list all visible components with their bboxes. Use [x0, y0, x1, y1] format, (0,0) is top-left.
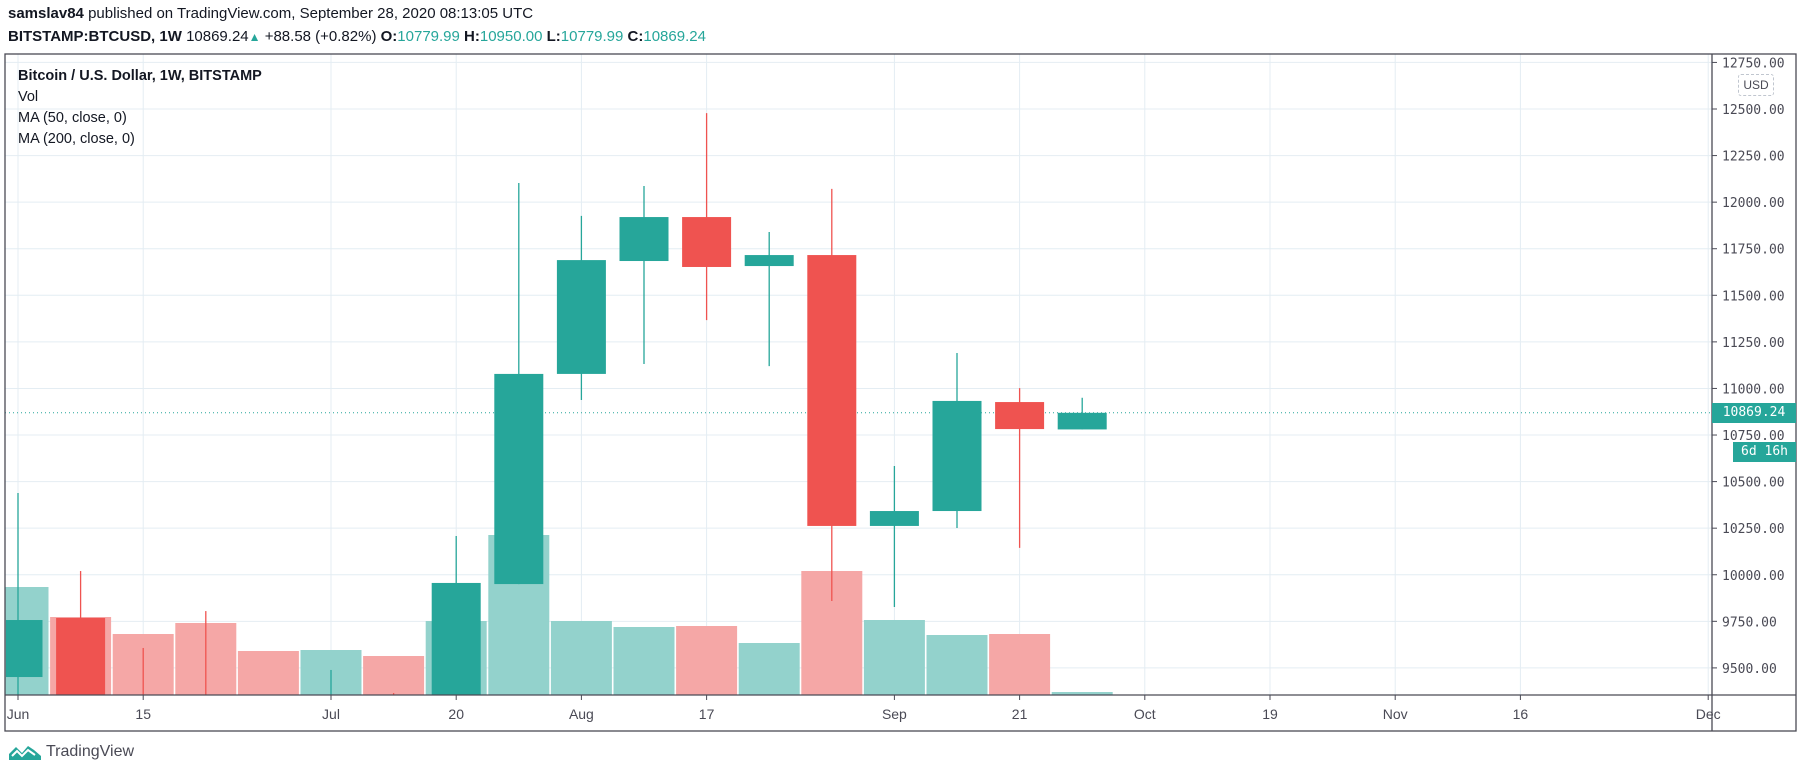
- price-tick-label: 12250.00: [1722, 150, 1785, 165]
- time-tick-label: Oct: [1134, 706, 1156, 722]
- time-tick-label: 15: [135, 706, 151, 722]
- price-tick-label: 12500.00: [1722, 103, 1785, 118]
- bar-countdown: 6d 16h: [1733, 441, 1796, 462]
- tradingview-logo-icon: [9, 746, 41, 760]
- price-tick-label: 10500.00: [1722, 476, 1785, 491]
- price-tick-label: 11000.00: [1722, 382, 1785, 397]
- price-tick-label: 11500.00: [1722, 289, 1785, 304]
- close-label: C:: [627, 28, 644, 45]
- open-value: 10779.99: [397, 28, 460, 45]
- price-tick-label: 10000.00: [1722, 569, 1785, 584]
- volume-bar: [676, 626, 738, 695]
- currency-button[interactable]: USD: [1738, 74, 1774, 96]
- price-tick-label: 11250.00: [1722, 336, 1785, 351]
- volume-bar: [363, 656, 425, 695]
- up-arrow-icon: ▲: [248, 30, 261, 44]
- time-tick-label: 21: [1012, 706, 1028, 722]
- volume-bar: [738, 643, 800, 695]
- high-value: 10950.00: [479, 28, 543, 45]
- publish-info: samslav84 published on TradingView.com, …: [8, 5, 533, 22]
- candle-body: [494, 373, 544, 585]
- symbol-info: BITSTAMP:BTCUSD, 1W 10869.24▲ +88.58 (+0…: [8, 28, 706, 45]
- candle-body: [6, 620, 43, 678]
- tradingview-logo[interactable]: TradingView: [8, 742, 134, 762]
- volume-bar: [1051, 692, 1113, 695]
- time-tick-label: 19: [1262, 706, 1278, 722]
- time-tick-label: 16: [1513, 706, 1529, 722]
- candle-body: [995, 402, 1045, 430]
- chart-frame: [4, 53, 1797, 732]
- candles: [6, 113, 1107, 695]
- time-tick-label: Sep: [882, 706, 907, 722]
- candle-body: [932, 400, 982, 512]
- close-value: 10869.24: [643, 28, 706, 45]
- candle-body: [619, 217, 669, 262]
- symbol-label: BITSTAMP:BTCUSD, 1W: [8, 28, 182, 45]
- volume-bar: [237, 651, 299, 695]
- time-tick-label: Jun: [7, 706, 30, 722]
- volume-bar: [863, 620, 925, 695]
- publish-text: published on TradingView.com, September …: [88, 5, 534, 22]
- candle-body: [556, 260, 606, 374]
- low-label: L:: [546, 28, 561, 45]
- time-tick-label: Dec: [1696, 706, 1721, 722]
- candle-body: [1057, 412, 1107, 430]
- volume-bar: [926, 635, 988, 695]
- last-price: 10869.24: [186, 28, 249, 45]
- candle-body: [807, 255, 857, 526]
- legend-ma50[interactable]: MA (50, close, 0): [18, 110, 127, 126]
- candle-body: [869, 511, 919, 526]
- price-tick-label: 11750.00: [1722, 243, 1785, 258]
- time-tick-label: 17: [699, 706, 715, 722]
- chart-legend: Bitcoin / U.S. Dollar, 1W, BITSTAMP Vol …: [18, 66, 262, 150]
- author-name[interactable]: samslav84: [8, 5, 84, 22]
- candle-body: [56, 617, 106, 695]
- candle-body: [744, 255, 794, 267]
- price-change: +88.58 (+0.82%): [264, 28, 377, 45]
- volume-bar: [613, 627, 675, 695]
- brand-name: TradingView: [46, 743, 135, 760]
- price-tick-label: 10250.00: [1722, 522, 1785, 537]
- time-tick-label: Aug: [569, 706, 594, 722]
- time-tick-label: Nov: [1383, 706, 1408, 722]
- legend-ma200[interactable]: MA (200, close, 0): [18, 131, 135, 147]
- axes: 9500.00 9750.00 10000.00 10250.00 10500.00 10…: [4, 53, 1797, 732]
- volume-bar: [550, 621, 612, 695]
- time-tick-label: 20: [448, 706, 464, 722]
- legend-title[interactable]: Bitcoin / U.S. Dollar, 1W, BITSTAMP: [18, 68, 262, 84]
- candle-body: [431, 582, 481, 695]
- price-tick-label: 9750.00: [1722, 615, 1777, 630]
- time-tick-label: Jul: [322, 706, 340, 722]
- low-value: 10779.99: [560, 28, 624, 45]
- volume-bars: [5, 535, 1113, 695]
- open-label: O:: [380, 28, 398, 45]
- price-tick-label: 9500.00: [1722, 662, 1777, 677]
- high-label: H:: [464, 28, 480, 45]
- candle-body: [682, 217, 732, 267]
- price-tick-label: 12750.00: [1722, 56, 1785, 71]
- legend-vol[interactable]: Vol: [18, 89, 39, 105]
- last-price-label: 10869.24: [1712, 402, 1796, 423]
- price-tick-label: 10750.00: [1722, 429, 1785, 444]
- price-tick-label: 12000.00: [1722, 196, 1785, 211]
- volume-bar: [989, 634, 1051, 695]
